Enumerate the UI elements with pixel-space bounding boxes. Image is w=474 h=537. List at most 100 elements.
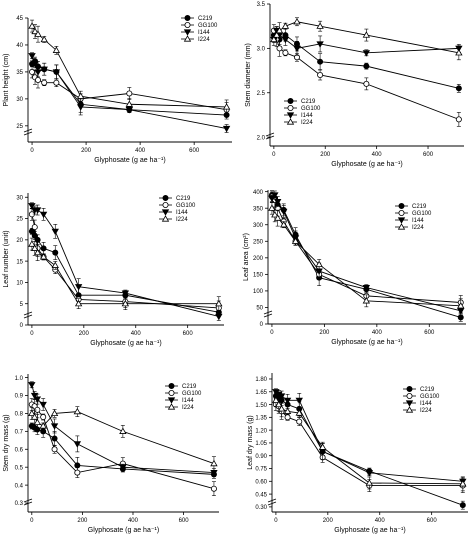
y-tick-label: 0.75 [255, 467, 267, 473]
y-tick-label: 300 [253, 223, 264, 229]
series-I144 [28, 202, 223, 321]
x-tick-label: 600 [427, 518, 438, 524]
data-point [317, 72, 324, 79]
x-tick-label: 200 [77, 518, 88, 524]
y-tick-label: 0.6 [15, 447, 24, 453]
legend-label: I144 [182, 398, 194, 404]
data-point [362, 285, 371, 292]
x-axis-label: Glyphosate (g ae ha⁻¹) [331, 339, 402, 346]
y-axis-label: Stem dry mass (g) [3, 414, 10, 471]
x-tick-label: 200 [323, 518, 334, 524]
x-axis-label: Glyphosate (g ae ha⁻¹) [331, 161, 402, 168]
y-tick-label: 50 [256, 306, 263, 312]
series-I224 [28, 237, 223, 312]
y-tick-label: 10 [16, 281, 23, 287]
y-tick-label: 0.7 [15, 430, 24, 436]
chart-panel-5: 0.3 0.4 0.5 0.6 0.7 0.8 0.9 1.0 0 200 400 600 Glypho… [3, 374, 219, 534]
data-point [457, 314, 464, 321]
data-point [50, 409, 59, 417]
data-point [31, 61, 39, 68]
legend-label: I144 [301, 113, 313, 119]
data-point [210, 485, 217, 492]
y-tick-label: 0.5 [15, 465, 24, 471]
data-point [34, 77, 41, 84]
data-point [51, 228, 59, 236]
data-point [459, 480, 467, 487]
x-tick-label: 400 [131, 331, 142, 337]
data-point [39, 211, 48, 219]
y-tick-label: 0.60 [255, 480, 267, 486]
y-axis-label: Leaf area (cm²) [243, 233, 250, 281]
legend-marker [167, 403, 176, 410]
data-point [34, 69, 42, 76]
legend-marker [183, 29, 192, 36]
chart-panel-2: 2.0 2.5 3.0 3.5 0 200 400 600 Glyphosate (g ae h… [245, 2, 464, 168]
x-tick-label: 0 [274, 518, 278, 524]
y-tick-label: 30 [16, 195, 23, 201]
x-tick-label: 200 [79, 331, 90, 337]
y-axis-break [23, 498, 33, 506]
data-point [33, 418, 42, 425]
series-line [31, 404, 215, 490]
data-point [28, 382, 36, 389]
data-point [33, 248, 42, 256]
data-point [74, 284, 83, 291]
data-point [316, 22, 324, 29]
legend-marker [286, 118, 295, 125]
legend-marker [406, 392, 413, 399]
x-tick-label: 600 [423, 152, 434, 158]
x-tick-label: 600 [424, 330, 435, 336]
data-point [74, 469, 81, 476]
data-point [121, 290, 130, 297]
data-point [362, 297, 371, 304]
legend-marker [397, 223, 406, 230]
data-point [282, 49, 289, 56]
data-point [291, 237, 300, 244]
data-point [222, 103, 231, 110]
y-tick-label: 0 [20, 323, 24, 329]
data-point [210, 459, 218, 467]
data-point [284, 414, 291, 421]
data-point [365, 479, 374, 486]
data-point [40, 428, 47, 435]
data-point [277, 405, 286, 412]
x-tick-label: 600 [183, 331, 194, 337]
data-point [40, 66, 48, 74]
x-tick-label: 400 [372, 152, 383, 158]
data-point [281, 22, 290, 29]
y-axis-label: Leaf dry mass (g) [247, 415, 254, 469]
data-point [51, 446, 58, 453]
data-point [31, 244, 39, 251]
data-point [363, 80, 370, 87]
legend-marker [286, 112, 295, 119]
y-tick-label: 0.4 [15, 483, 24, 489]
y-tick-label: 25 [16, 217, 23, 223]
data-point [271, 192, 279, 199]
y-tick-label: 2.0 [257, 135, 266, 141]
data-point [275, 400, 283, 408]
legend-label: I144 [176, 210, 188, 216]
data-point [39, 401, 47, 409]
legend-marker [287, 105, 294, 112]
x-tick-label: 200 [320, 152, 331, 158]
data-point [281, 36, 290, 44]
legend-label: I224 [412, 225, 424, 231]
series-I144 [28, 381, 218, 477]
y-tick-label: 40 [16, 43, 23, 49]
data-point [318, 443, 327, 450]
data-point [76, 104, 85, 111]
data-point [74, 462, 81, 469]
data-point [51, 435, 58, 442]
series-I224 [268, 201, 465, 314]
y-tick-label: 15 [16, 259, 23, 265]
data-point [39, 253, 48, 260]
data-point [293, 17, 301, 25]
data-point [30, 413, 39, 420]
chart-panel-4: 0 50 100 150 200 250 300 350 400 0 200 400 600 Glypho… [243, 190, 466, 346]
data-point [28, 409, 36, 417]
legend-marker [184, 14, 191, 21]
